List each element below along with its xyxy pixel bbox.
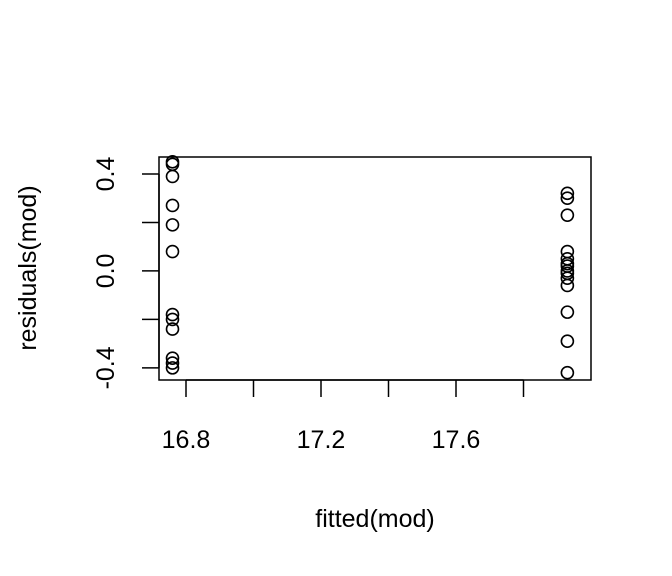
data-point [165, 198, 180, 213]
data-point [165, 169, 180, 184]
y-axis-label: residuals(mod) [14, 185, 42, 350]
data-point [165, 356, 180, 370]
data-point [165, 351, 180, 365]
y-axis: -0.4 0.0 0.4 [92, 157, 160, 389]
data-point [560, 365, 575, 380]
data-point [165, 307, 180, 322]
data-points [165, 155, 575, 380]
plot-frame [158, 156, 592, 381]
y-tick-label: 0.0 [92, 254, 120, 289]
data-point [165, 312, 180, 327]
data-point [560, 259, 575, 273]
x-tick-label: 17.6 [432, 426, 481, 454]
data-point [560, 334, 575, 349]
data-point [165, 322, 180, 336]
data-point [560, 278, 575, 293]
x-axis: 16.8 17.2 17.6 [162, 379, 525, 454]
data-point [560, 264, 575, 278]
x-tick-label: 17.2 [297, 426, 346, 454]
data-point [560, 208, 575, 222]
y-tick-label: 0.4 [92, 157, 120, 192]
x-tick-label: 16.8 [162, 426, 211, 454]
data-point [165, 218, 180, 232]
y-tick-label: -0.4 [92, 346, 120, 389]
data-point [560, 186, 575, 201]
data-point [165, 244, 180, 259]
data-point [165, 361, 180, 375]
data-point [560, 191, 575, 206]
x-axis-label: fitted(mod) [315, 505, 434, 533]
data-point [560, 305, 575, 319]
